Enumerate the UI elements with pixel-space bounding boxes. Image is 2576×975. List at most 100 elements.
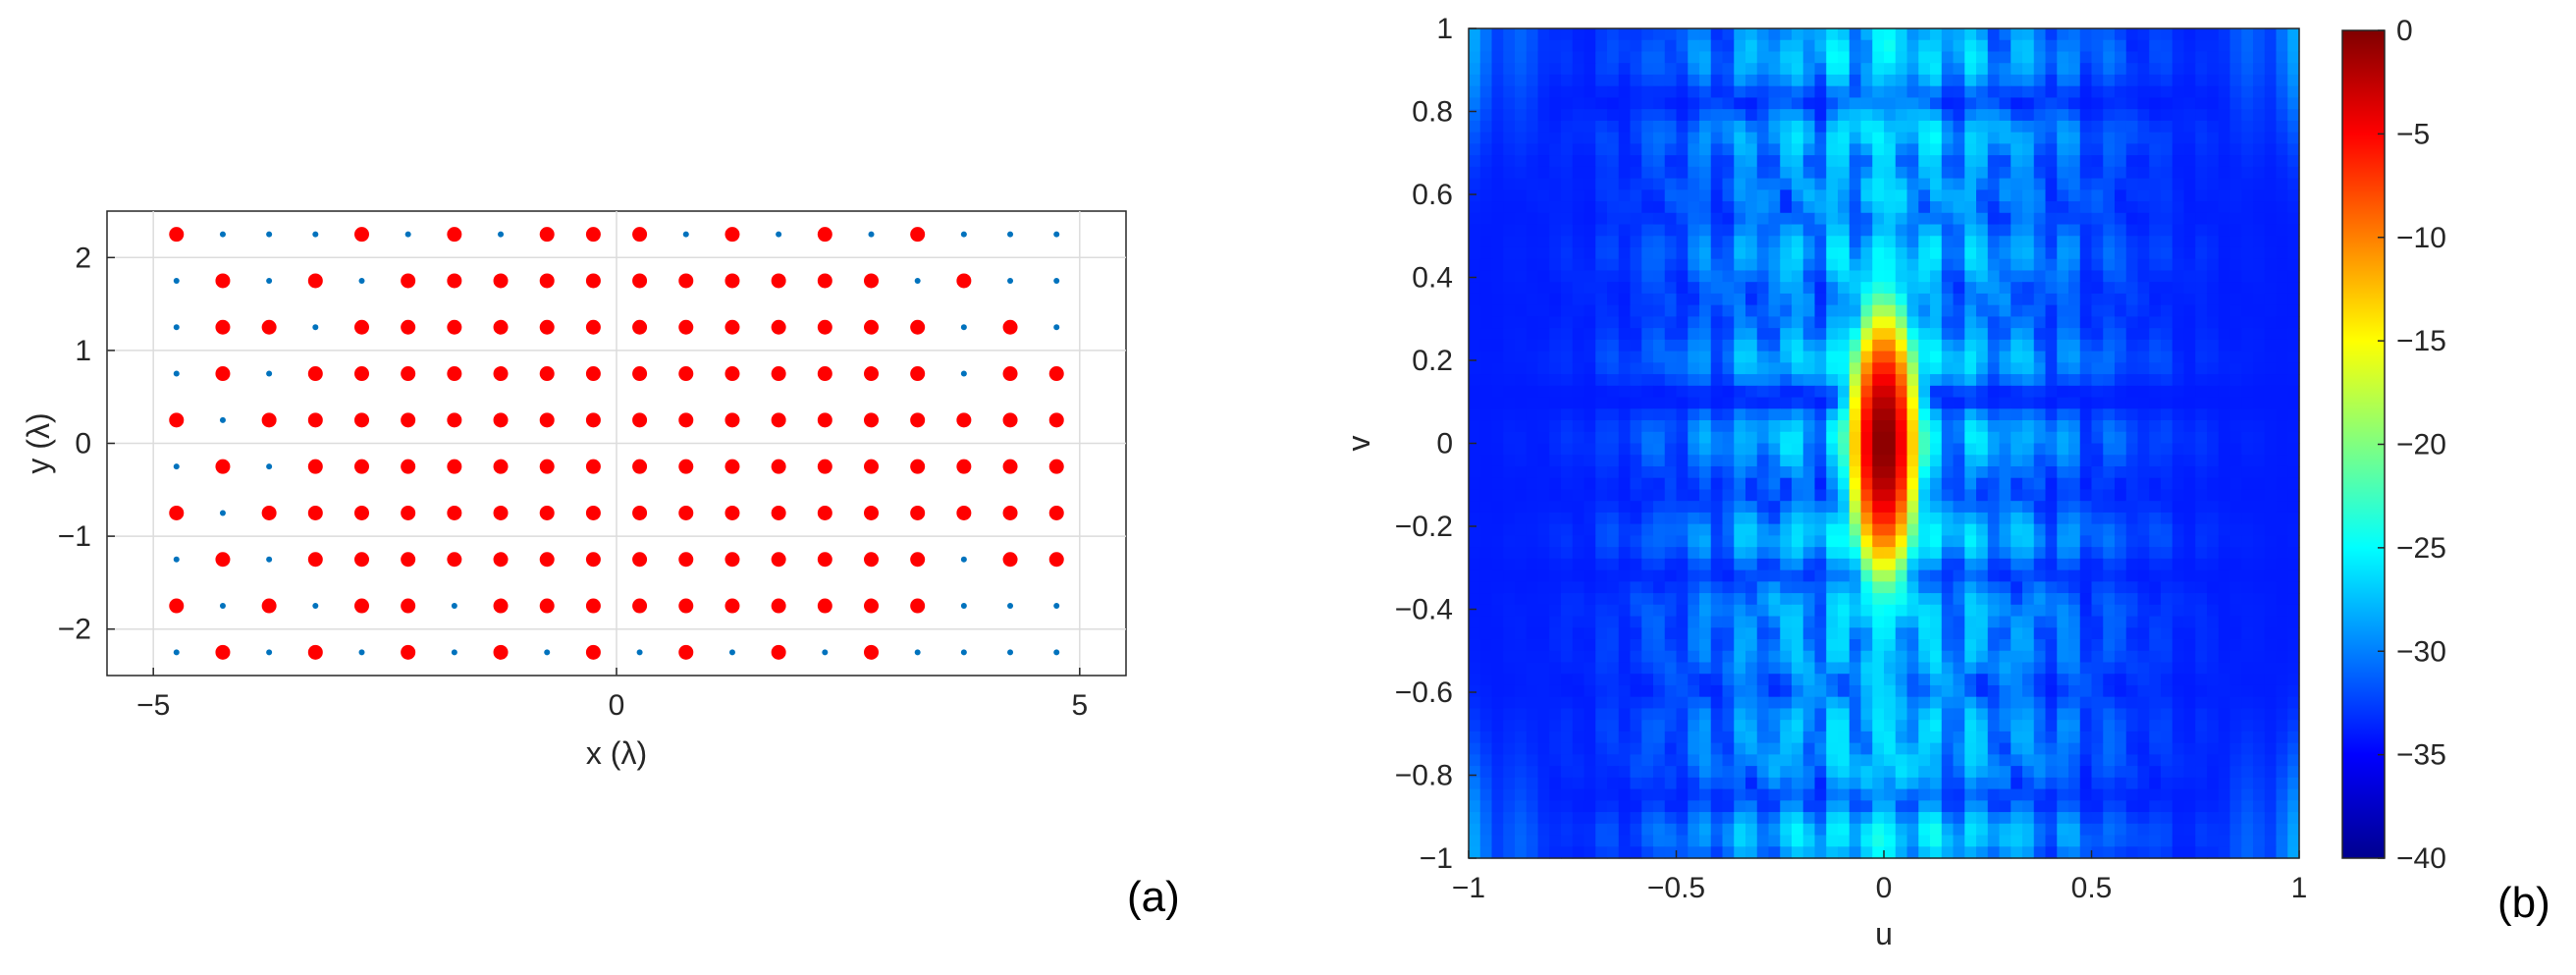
heatmap-cell — [2022, 63, 2035, 76]
heatmap-cell — [2253, 143, 2266, 156]
heatmap-cell — [2195, 547, 2208, 560]
heatmap-cell — [1976, 374, 1989, 387]
heatmap-cell — [1688, 627, 1700, 640]
heatmap-cell — [1734, 696, 1746, 710]
heatmap-cell — [1549, 212, 1562, 226]
heatmap-cell — [1503, 523, 1516, 536]
active-element-marker — [447, 505, 462, 520]
heatmap-cell — [2149, 63, 2162, 76]
heatmap-cell — [2068, 63, 2081, 76]
heatmap-cell — [1734, 512, 1746, 525]
heatmap-cell — [1941, 236, 1955, 248]
heatmap-cell — [2103, 443, 2116, 456]
active-element-marker — [864, 273, 879, 289]
heatmap-cell — [1964, 754, 1977, 767]
heatmap-cell — [1630, 374, 1642, 387]
heatmap-cell — [2103, 166, 2116, 180]
heatmap-cell — [1780, 569, 1793, 582]
heatmap-cell — [2195, 74, 2208, 87]
heatmap-cell — [1941, 420, 1955, 433]
heatmap-cell — [1860, 258, 1873, 272]
heatmap-cell — [1607, 420, 1620, 433]
heatmap-cell — [2195, 477, 2208, 491]
heatmap-cell — [1572, 236, 1585, 248]
heatmap-cell — [1479, 39, 1493, 53]
heatmap-cell — [2125, 143, 2139, 156]
heatmap-cell — [1941, 397, 1955, 409]
heatmap-cell — [1537, 85, 1550, 99]
heatmap-cell — [1515, 270, 1528, 283]
heatmap-cell — [2161, 397, 2174, 409]
heatmap-cell — [2115, 63, 2127, 76]
heatmap-cell — [2079, 224, 2093, 237]
active-element-marker — [401, 319, 416, 335]
heatmap-cell — [1780, 397, 1793, 409]
element-dot — [173, 324, 180, 331]
heatmap-cell — [1987, 258, 2001, 272]
heatmap-cell — [1664, 547, 1678, 560]
heatmap-cell — [1688, 97, 1700, 110]
heatmap-cell — [1953, 132, 1965, 144]
heatmap-cell — [1768, 132, 1781, 144]
heatmap-cell — [1780, 742, 1793, 755]
heatmap-cell — [1699, 569, 1712, 582]
heatmap-cell — [1792, 120, 1804, 134]
heatmap-cell — [1607, 85, 1620, 99]
heatmap-cell — [2264, 674, 2278, 686]
heatmap-cell — [1561, 270, 1574, 283]
heatmap-cell — [1469, 593, 1481, 606]
heatmap-cell — [2172, 109, 2185, 122]
heatmap-cell — [1676, 535, 1689, 548]
heatmap-cell — [1641, 270, 1654, 283]
heatmap-cell — [2207, 351, 2220, 363]
heatmap-cell — [2137, 408, 2150, 421]
heatmap-cell — [1745, 639, 1758, 652]
heatmap-cell — [2137, 351, 2150, 363]
heatmap-cell — [1814, 328, 1827, 341]
active-element-marker — [817, 598, 832, 614]
heatmap-cell — [1976, 97, 1989, 110]
heatmap-cell — [2149, 316, 2162, 329]
heatmap-cell — [1537, 593, 1550, 606]
heatmap-cell — [2137, 720, 2150, 732]
heatmap-cell — [2207, 39, 2220, 53]
heatmap-cell — [1583, 465, 1596, 479]
heatmap-cell — [1734, 731, 1746, 744]
heatmap-cell — [1549, 408, 1562, 421]
heatmap-cell — [1710, 720, 1724, 732]
heatmap-cell — [2079, 581, 2093, 594]
heatmap-cell — [1802, 708, 1816, 721]
heatmap-cell — [1664, 351, 1678, 363]
heatmap-cell — [2218, 339, 2231, 352]
heatmap-cell — [2253, 420, 2266, 433]
heatmap-cell — [2253, 74, 2266, 87]
heatmap-cell — [1503, 501, 1516, 514]
heatmap-cell — [1941, 155, 1955, 168]
heatmap-cell — [1618, 455, 1632, 467]
heatmap-cell — [2011, 627, 2023, 640]
heatmap-cell — [1503, 535, 1516, 548]
heatmap-cell — [1976, 385, 1989, 399]
heatmap-cell — [2137, 397, 2150, 409]
heatmap-cell — [2218, 374, 2231, 387]
heatmap-cell — [2241, 109, 2254, 122]
heatmap-cell — [2276, 650, 2288, 664]
heatmap-cell — [1688, 443, 1700, 456]
heatmap-cell — [1906, 742, 1919, 755]
active-element-marker — [1002, 366, 1018, 382]
heatmap-cell — [2161, 627, 2174, 640]
heatmap-cell — [2149, 408, 2162, 421]
heatmap-cell — [1572, 63, 1585, 76]
active-element-marker — [1002, 459, 1018, 474]
heatmap-cell — [1503, 465, 1516, 479]
heatmap-cell — [2241, 731, 2254, 744]
heatmap-cell — [1918, 74, 1931, 87]
heatmap-cell — [2057, 201, 2069, 214]
heatmap-cell — [1503, 316, 1516, 329]
active-element-marker — [771, 366, 786, 382]
heatmap-cell — [1537, 293, 1550, 306]
heatmap-cell — [1515, 85, 1528, 99]
heatmap-cell — [2172, 581, 2185, 594]
heatmap-cell — [1884, 455, 1897, 467]
heatmap-cell — [1802, 650, 1816, 664]
